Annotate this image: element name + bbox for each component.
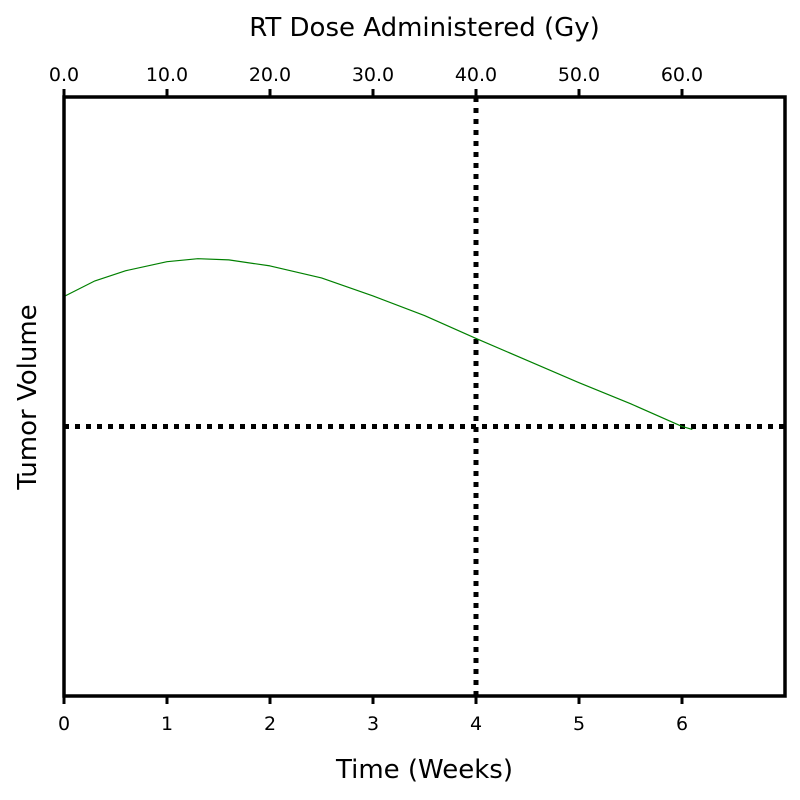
- series-group: [63, 258, 693, 430]
- x2-tick-label: 10.0: [146, 64, 188, 86]
- x-tick-label: 3: [367, 713, 379, 735]
- x-axis-bottom: 0 1 2 3 4 5 6: [58, 696, 688, 735]
- y-axis-title: Tumor Volume: [13, 304, 43, 490]
- x-tick-label: 0: [58, 713, 70, 735]
- x-axis-title: Time (Weeks): [335, 755, 513, 785]
- x-tick-label: 6: [676, 713, 688, 735]
- x2-tick-label: 0.0: [49, 64, 79, 86]
- x2-tick-label: 40.0: [455, 64, 497, 86]
- x2-tick-label: 60.0: [661, 64, 703, 86]
- x2-tick-label: 20.0: [249, 64, 291, 86]
- x-tick-label: 5: [573, 713, 585, 735]
- x-axis-top: 0.0 10.0 20.0 30.0 40.0 50.0 60.0: [49, 64, 703, 97]
- x-tick-label: 4: [470, 713, 482, 735]
- plot-frame: [62, 95, 787, 698]
- reference-lines: [64, 97, 785, 696]
- x2-tick-label: 50.0: [558, 64, 600, 86]
- series-line: [63, 258, 693, 430]
- x-tick-label: 2: [264, 713, 276, 735]
- x2-axis-title: RT Dose Administered (Gy): [249, 13, 600, 43]
- x2-tick-label: 30.0: [352, 64, 394, 86]
- x-tick-label: 1: [161, 713, 173, 735]
